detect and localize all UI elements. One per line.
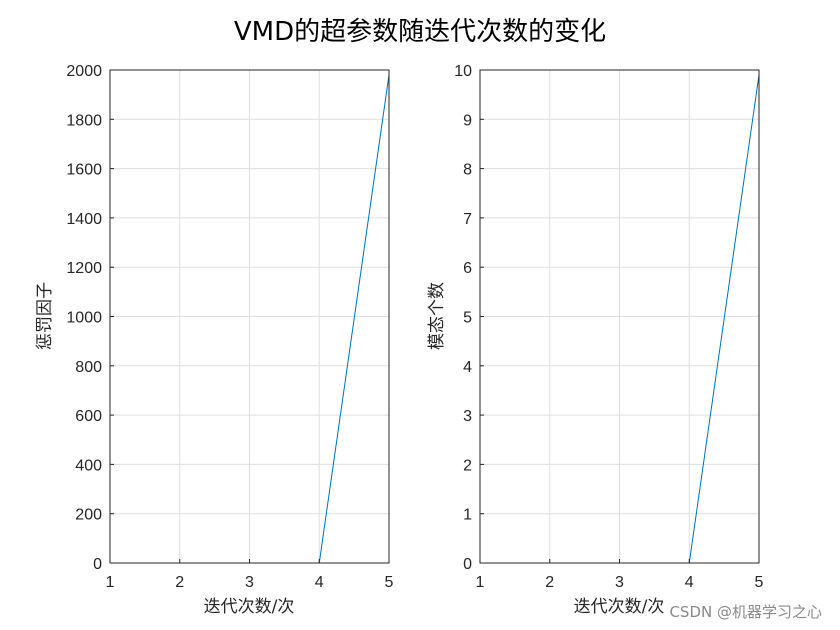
x-tick-label: 1 — [106, 574, 115, 591]
x-tick-label: 1 — [476, 574, 485, 591]
plot-penalty-factor: 迭代次数/次 惩罚因子 1 2 3 4 5 0 200 400 600 800 1000 1200 14… — [35, 63, 394, 617]
x-tick-label: 4 — [315, 574, 324, 591]
x-tick-label: 3 — [615, 574, 624, 591]
y-tick-label: 2 — [463, 457, 472, 474]
y-tick-label: 8 — [463, 162, 472, 179]
x-tick-label: 2 — [175, 574, 184, 591]
x-tick-label: 3 — [245, 574, 254, 591]
x-axis-label: 迭代次数/次 — [204, 597, 295, 617]
y-tick-label: 1000 — [66, 310, 102, 327]
figure-title: VMD的超参数随迭代次数的变化 — [234, 17, 606, 47]
x-tick-label: 4 — [685, 574, 694, 591]
x-tick-label: 2 — [545, 574, 554, 591]
y-tick-label: 10 — [454, 63, 472, 80]
y-tick-label: 2000 — [66, 63, 102, 80]
y-axis-label: 模态个数 — [427, 282, 447, 350]
y-tick-label: 1 — [463, 507, 472, 524]
y-tick-label: 0 — [93, 556, 102, 573]
x-axis-label: 迭代次数/次 — [574, 597, 665, 617]
y-tick-label: 1600 — [66, 162, 102, 179]
y-tick-label: 800 — [75, 359, 102, 376]
y-tick-label: 600 — [75, 408, 102, 425]
watermark: CSDN @机器学习之心 — [669, 603, 822, 621]
y-tick-label: 7 — [463, 211, 472, 228]
x-tick-label: 5 — [385, 574, 394, 591]
y-axis-label: 惩罚因子 — [35, 282, 55, 350]
y-tick-label: 1800 — [66, 112, 102, 129]
y-tick-label: 0 — [463, 556, 472, 573]
y-tick-label: 400 — [75, 457, 102, 474]
y-tick-label: 4 — [463, 359, 472, 376]
y-tick-label: 1400 — [66, 211, 102, 228]
y-tick-label: 9 — [463, 112, 472, 129]
x-tick-label: 5 — [755, 574, 764, 591]
y-tick-label: 200 — [75, 507, 102, 524]
y-tick-label: 6 — [463, 260, 472, 277]
y-tick-label: 5 — [463, 310, 472, 327]
y-tick-label: 3 — [463, 408, 472, 425]
y-tick-label: 1200 — [66, 260, 102, 277]
